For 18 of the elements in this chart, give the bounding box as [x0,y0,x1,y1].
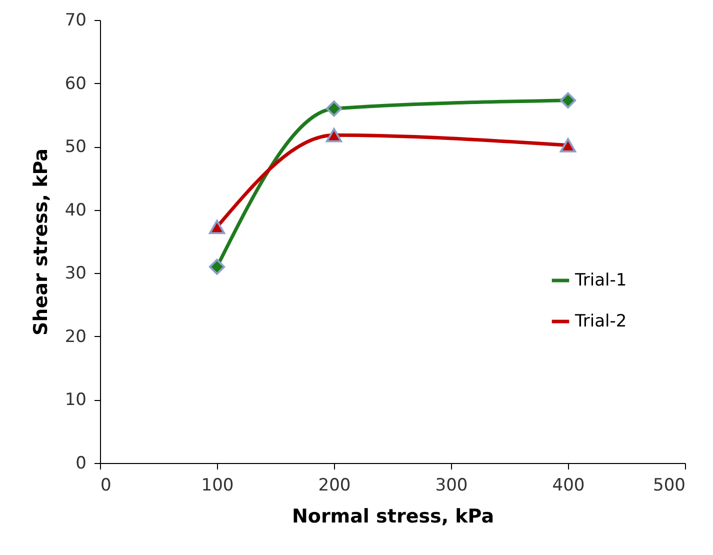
legend-label: Trial-2 [574,312,627,332]
y-tick-label: 20 [64,326,86,347]
y-axis-title: Shear stress, kPa [30,148,52,336]
x-tick-label: 500 [653,476,686,496]
y-tick-label: 0 [76,454,86,474]
y-tick-label: 30 [64,264,86,284]
legend-label: Trial-1 [574,270,627,290]
x-tick-label: 0 [100,476,112,496]
y-tick-label: 60 [64,74,86,94]
y-tick-label: 50 [64,137,86,158]
x-tick-label: 400 [552,476,585,496]
x-tick-label: 200 [318,476,351,496]
x-axis-title: Normal stress, kPa [292,506,494,528]
y-tick-label: 10 [64,390,86,410]
x-tick-label: 300 [435,476,468,496]
y-tick-label: 40 [64,200,86,220]
x-tick-label: 100 [201,476,234,496]
y-tick-label: 70 [64,10,86,30]
